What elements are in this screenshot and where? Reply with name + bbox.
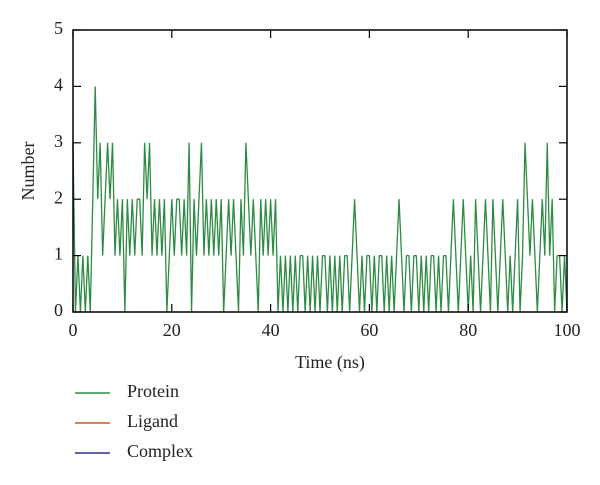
legend-label: Ligand xyxy=(127,411,178,431)
plot-frame xyxy=(72,29,568,313)
x-tick-label: 20 xyxy=(163,320,181,340)
x-tick-label: 80 xyxy=(459,320,477,340)
y-tick-label: 5 xyxy=(54,18,63,38)
x-tick-label: 100 xyxy=(554,320,581,340)
y-tick-label: 3 xyxy=(54,131,63,151)
x-axis-label: Time (ns) xyxy=(295,352,365,373)
y-tick-label: 2 xyxy=(54,187,63,207)
legend-label: Complex xyxy=(127,441,193,461)
y-tick-label: 4 xyxy=(54,75,63,95)
y-tick-label: 0 xyxy=(54,300,63,320)
y-tick-label: 1 xyxy=(54,244,63,264)
data-line xyxy=(72,86,568,313)
x-tick-label: 40 xyxy=(262,320,280,340)
x-tick-label: 0 xyxy=(69,320,78,340)
x-tick-label: 60 xyxy=(360,320,378,340)
y-axis-label: Number xyxy=(18,142,38,201)
legend-label: Protein xyxy=(127,381,179,401)
